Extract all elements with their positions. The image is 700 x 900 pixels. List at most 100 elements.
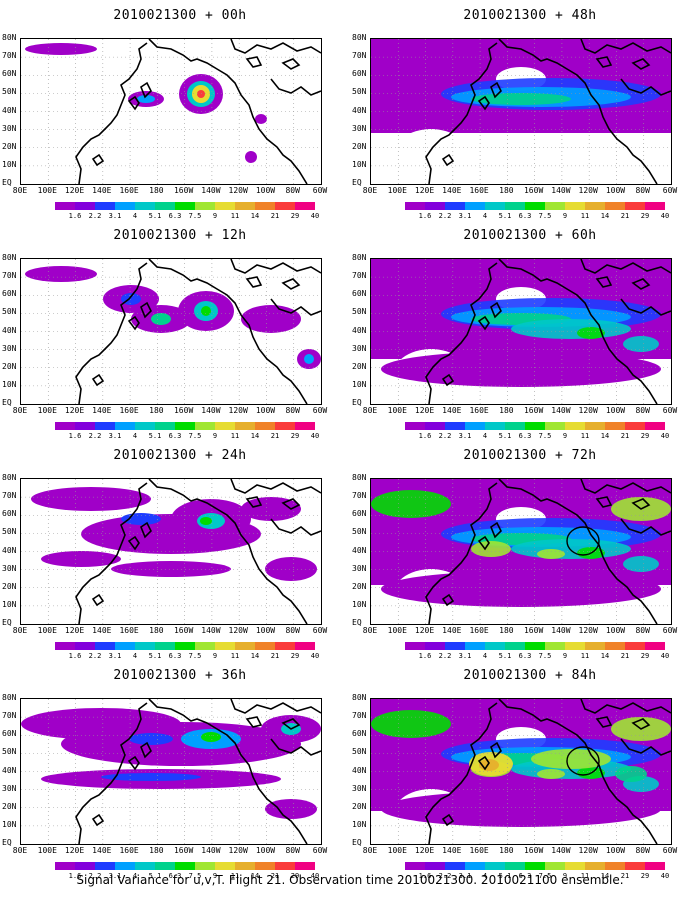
colorbar-swatch (465, 202, 485, 210)
colorbar-swatch (525, 202, 545, 210)
colorbar-swatch (525, 642, 545, 650)
colorbar-tick-label: 21 (270, 212, 280, 220)
coastline (595, 496, 613, 508)
map-area (20, 258, 322, 405)
longitude-tick-label: 100E (37, 846, 57, 855)
latitude-tick-label: 80N (352, 253, 367, 262)
colorbar-tick-label: 21 (270, 432, 280, 440)
coastline (148, 699, 308, 844)
coastline (230, 259, 321, 274)
longitude-tick-label: 120W (578, 186, 598, 195)
colorbar-swatch (445, 422, 465, 430)
colorbar-tick-label: 3.1 (108, 652, 122, 660)
variance-contour (371, 490, 451, 518)
colorbar-tick-label: 1.6 (418, 432, 432, 440)
coastline (631, 58, 651, 70)
longitude-tick-label: 80W (285, 846, 300, 855)
panel-title: 2010021300 + 48h (463, 8, 597, 23)
colorbar-tick-label: 7.5 (538, 652, 552, 660)
colorbar-tick-label: 40 (310, 432, 320, 440)
latitude-axis: 80N 70N 60N 50N 40N 30N 20N 10N EQ (2, 254, 20, 407)
colorbar-tick-label: 21 (270, 652, 280, 660)
colorbar-swatch (545, 862, 565, 870)
longitude-tick-label: 60W (312, 406, 328, 415)
colorbar-tick-label: 2.2 (88, 212, 102, 220)
variance-map (371, 479, 671, 624)
colorbar-tick-label: 6.3 (168, 212, 182, 220)
coastline (595, 276, 613, 288)
coastline (631, 718, 651, 730)
colorbar-tick-label: 5.1 (498, 212, 512, 220)
variance-map (21, 699, 321, 844)
latitude-tick-label: 10N (2, 159, 17, 169)
colorbar-tick-label: 5.1 (498, 872, 512, 880)
colorbar-swatch (75, 202, 95, 210)
coastline (477, 755, 490, 771)
latitude-tick-label: 10N (352, 159, 367, 169)
forecast-panel: 2010021300 + 12h 80N 70N 60N 50N 40N 30N 20N 10N… (2, 228, 350, 440)
colorbar-tick-label: 3.1 (108, 212, 122, 220)
colorbar (55, 422, 315, 430)
colorbar-tick-label: 14 (250, 212, 260, 220)
latitude-tick-label: 10N (352, 819, 367, 829)
colorbar-tick-label: 29 (640, 652, 650, 660)
longitude-tick-label: 120W (578, 626, 598, 635)
colorbar-labels: 1.6 2.2 3.1 4 5.1 6.3 7.5 9 11 14 21 29 40 (55, 652, 320, 660)
colorbar-swatch (465, 422, 485, 430)
colorbar-swatch (215, 642, 235, 650)
colorbar-swatch (425, 202, 445, 210)
colorbar-tick-label: 29 (640, 212, 650, 220)
longitude-tick-label: 120E (64, 406, 85, 415)
forecast-panel: 2010021300 + 00h 80N 70N 60N 50N 40N 30N 20N 10N… (2, 8, 350, 220)
colorbar-tick-label: 9 (212, 652, 218, 660)
map-area (370, 38, 672, 185)
colorbar-swatch (485, 202, 505, 210)
coastline (498, 699, 658, 844)
longitude-tick-label: 80E (12, 846, 28, 855)
longitude-tick-label: 120E (64, 846, 85, 855)
variance-map (21, 479, 321, 624)
colorbar-swatch (115, 422, 135, 430)
colorbar-swatch (465, 642, 485, 650)
coastline (230, 39, 321, 54)
variance-contour (200, 517, 212, 525)
longitude-tick-label: 60W (662, 626, 678, 635)
colorbar-swatch (255, 422, 275, 430)
longitude-tick-label: 140W (551, 186, 571, 195)
longitude-tick-label: 140E (92, 186, 112, 195)
coastline (148, 39, 308, 184)
latitude-tick-label: 20N (2, 581, 17, 591)
colorbar-swatch (195, 422, 215, 430)
longitude-tick-label: 180 (149, 626, 164, 635)
longitude-tick-label: 80W (285, 186, 300, 195)
coastline (477, 535, 490, 551)
variance-map (371, 259, 671, 404)
forecast-panel: 2010021300 + 36h 80N 70N 60N 50N 40N 30N 20N 10N… (2, 668, 350, 880)
coastline (270, 518, 321, 536)
colorbar-swatch (255, 862, 275, 870)
coastline (270, 738, 321, 756)
colorbar-tick-label: 11 (580, 212, 590, 220)
colorbar-tick-label: 6.3 (518, 652, 532, 660)
colorbar (405, 422, 665, 430)
coastline (245, 496, 263, 508)
variance-contour (304, 354, 314, 364)
latitude-tick-label: 50N (2, 307, 17, 317)
latitude-axis: 80N 70N 60N 50N 40N 30N 20N 10N EQ (352, 254, 370, 407)
forecast-panel: 2010021300 + 84h 80N 70N 60N 50N 40N 30N 20N 10N… (352, 668, 700, 880)
colorbar-swatch (135, 862, 155, 870)
variance-contour (615, 766, 647, 782)
longitude-tick-label: 140W (551, 406, 571, 415)
colorbar-tick-label: 3.1 (458, 872, 472, 880)
coastline (127, 315, 140, 331)
coastline (281, 498, 301, 510)
longitude-tick-label: 160E (469, 406, 489, 415)
longitude-tick-label: 100E (387, 406, 407, 415)
colorbar-swatch (235, 642, 255, 650)
variance-contour (255, 114, 267, 124)
longitude-tick-label: 80E (362, 406, 378, 415)
colorbar-swatch (55, 202, 75, 210)
colorbar-tick-label: 7.5 (538, 212, 552, 220)
longitude-tick-label: 100E (37, 186, 57, 195)
longitude-tick-label: 140W (551, 846, 571, 855)
